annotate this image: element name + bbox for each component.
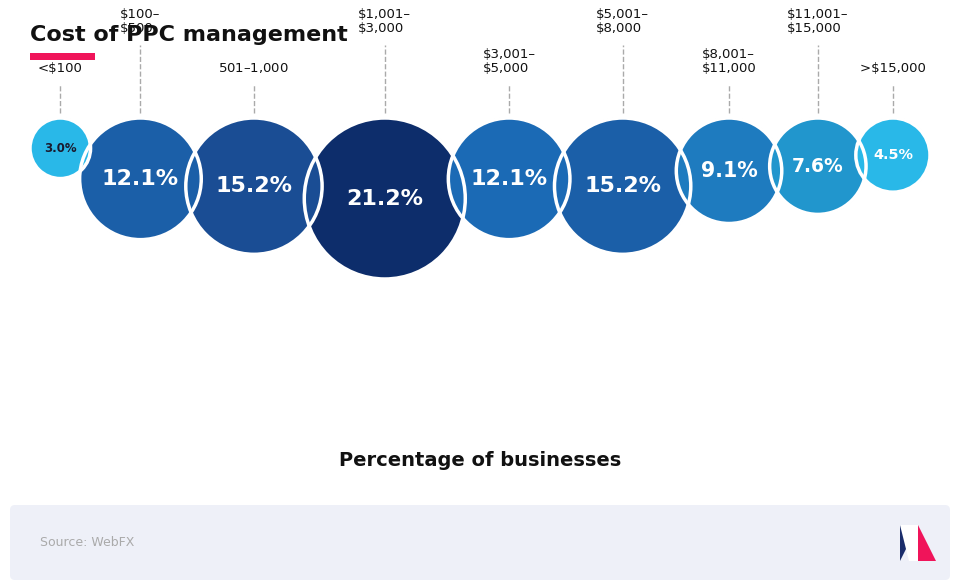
Text: Percentage of businesses: Percentage of businesses <box>339 451 621 469</box>
Text: 9.1%: 9.1% <box>701 161 757 181</box>
Text: $3,001–
$5,000: $3,001– $5,000 <box>483 48 536 75</box>
Text: $501–$1,000: $501–$1,000 <box>219 61 289 75</box>
Text: 3.0%: 3.0% <box>44 142 77 155</box>
Circle shape <box>555 118 691 254</box>
Polygon shape <box>918 525 936 561</box>
Circle shape <box>770 118 866 215</box>
Circle shape <box>855 118 930 192</box>
Circle shape <box>676 118 781 223</box>
Circle shape <box>80 118 202 240</box>
Circle shape <box>448 118 570 240</box>
Circle shape <box>30 118 90 179</box>
Text: 15.2%: 15.2% <box>215 176 293 196</box>
Bar <box>30 53 95 60</box>
Text: <$100: <$100 <box>37 62 83 75</box>
Text: $5,001–
$8,000: $5,001– $8,000 <box>596 8 649 35</box>
FancyBboxPatch shape <box>10 505 950 580</box>
Text: 15.2%: 15.2% <box>584 176 661 196</box>
Text: Cost of PPC management: Cost of PPC management <box>30 25 348 45</box>
Text: $11,001–
$15,000: $11,001– $15,000 <box>787 8 849 35</box>
Text: 12.1%: 12.1% <box>470 169 548 189</box>
Text: >​$15,000: >​$15,000 <box>860 62 925 75</box>
Polygon shape <box>900 525 918 561</box>
Circle shape <box>304 118 466 279</box>
Text: Source: WebFX: Source: WebFX <box>40 536 134 549</box>
Text: 21.2%: 21.2% <box>347 188 423 208</box>
Polygon shape <box>900 525 918 561</box>
Circle shape <box>186 118 323 254</box>
Text: 7.6%: 7.6% <box>792 157 844 176</box>
Text: $8,001–
$11,000: $8,001– $11,000 <box>702 48 756 75</box>
Text: 4.5%: 4.5% <box>873 148 913 162</box>
Text: 12.1%: 12.1% <box>102 169 179 189</box>
Text: $1,001–
$3,000: $1,001– $3,000 <box>358 8 411 35</box>
Text: $100–
$500: $100– $500 <box>120 8 160 35</box>
